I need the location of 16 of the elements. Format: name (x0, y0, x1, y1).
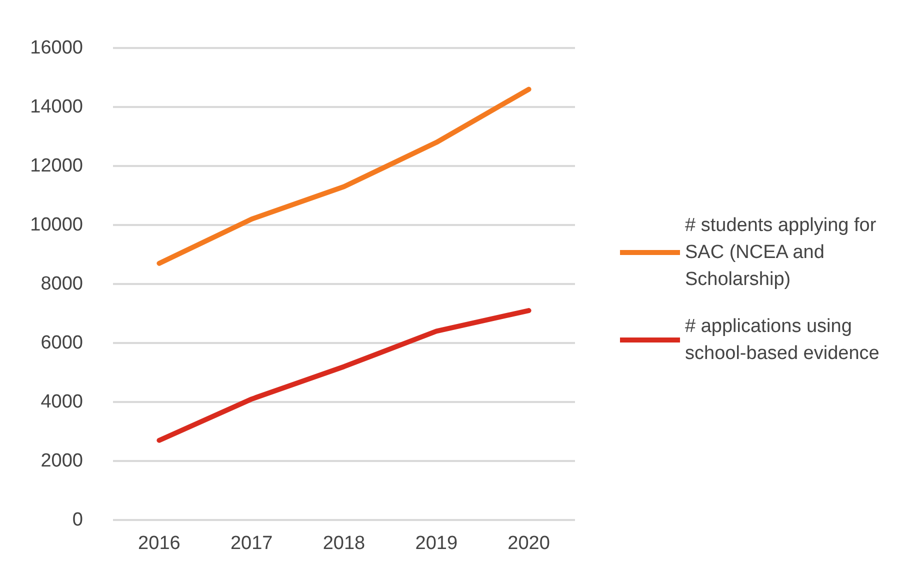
y-tick-label: 10000 (30, 214, 83, 236)
x-tick-label: 2019 (415, 533, 458, 554)
y-tick-label: 8000 (40, 274, 83, 294)
y-tick-label: 4000 (40, 392, 83, 412)
legend-label: # students applying for SAC (NCEA and Scholarship) (685, 215, 882, 290)
y-tick-label: 14000 (30, 96, 83, 118)
x-tick-label: 2017 (230, 533, 273, 554)
x-tick-label: 2016 (138, 533, 180, 554)
y-tick-label: 0 (72, 510, 83, 530)
y-tick-label: 12000 (30, 156, 83, 176)
legend-label: # applications using school-based evidence (685, 316, 880, 364)
y-tick-label: 2000 (40, 450, 83, 472)
y-tick-label: 16000 (30, 38, 83, 58)
y-tick-label: 6000 (40, 332, 83, 354)
x-tick-label: 2020 (508, 533, 550, 554)
x-tick-label: 2018 (322, 533, 366, 554)
